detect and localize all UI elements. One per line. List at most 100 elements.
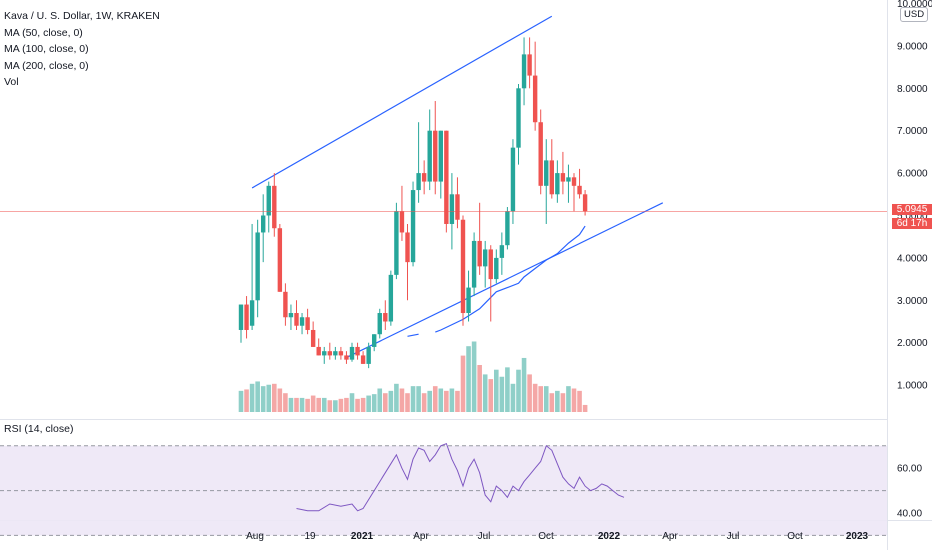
time-tick-label: 2021: [351, 531, 374, 542]
volume-bar: [260, 386, 266, 412]
candle-body: [477, 240, 482, 267]
volume-bar: [288, 397, 294, 412]
candle-body: [410, 190, 416, 263]
candle-body: [433, 130, 438, 182]
candle-body: [261, 215, 266, 233]
price-tick-label: 9.0000: [897, 41, 928, 52]
volume-bar: [416, 386, 421, 412]
volume-bar: [516, 369, 521, 412]
candle-body: [266, 185, 271, 216]
candle-body: [416, 173, 421, 191]
price-tick-label: 2.0000: [897, 338, 928, 349]
candle-body: [294, 313, 299, 326]
volume-bar: [399, 388, 405, 412]
chart-legend: Kava / U. S. Dollar, 1W, KRAKEN MA (50, …: [4, 8, 160, 91]
volume-bar: [360, 397, 366, 412]
candle-body: [255, 232, 260, 301]
candle-body: [338, 351, 344, 356]
volume-bar: [405, 393, 410, 412]
volume-bar: [394, 383, 399, 412]
volume-bar: [471, 341, 477, 412]
candle-body: [483, 249, 488, 267]
candle-body: [344, 355, 349, 360]
candle-body: [560, 173, 566, 182]
volume-bar: [255, 381, 260, 412]
candle-body: [244, 304, 249, 330]
price-axis[interactable]: 10.0000 9.0000 8.0000 7.0000 6.0000 5.0000 4.0…: [897, 0, 932, 392]
candle-body: [427, 130, 432, 182]
candle-body: [544, 160, 549, 186]
candle-body: [532, 75, 538, 123]
price-tick-label: 4.0000: [897, 253, 928, 264]
candle-body: [249, 300, 255, 326]
price-tick-label: 10.0000: [897, 0, 932, 10]
time-tick-label: Apr: [413, 531, 429, 542]
candle-body: [471, 240, 477, 288]
candle-body: [383, 313, 388, 322]
legend-ma100[interactable]: MA (100, close, 0): [4, 43, 89, 55]
volume-bar: [560, 393, 566, 412]
volume-bar: [327, 400, 333, 412]
candle-body: [372, 334, 377, 347]
legend-ma50[interactable]: MA (50, close, 0): [4, 26, 83, 39]
volume-bar: [249, 383, 255, 412]
candle-body: [388, 274, 394, 322]
time-tick-label: Oct: [538, 531, 554, 542]
lower-trend-line: [346, 202, 664, 359]
rsi-axis[interactable]: 60.00 40.00: [897, 464, 922, 520]
trend-lines: [251, 15, 664, 359]
legend-ma200[interactable]: MA (200, close, 0): [4, 59, 89, 72]
volume-bar: [244, 389, 249, 412]
time-axis[interactable]: Aug 19 2021 Apr Jul Oct 2022 Apr Jul Oct 2023: [246, 531, 868, 542]
candle-body: [444, 130, 449, 224]
candle-body: [277, 228, 283, 292]
volume-bars: [238, 341, 588, 412]
candle-body: [355, 346, 360, 356]
candle-body: [582, 194, 588, 212]
price-tick-label: 5.0000: [897, 211, 928, 222]
candle-body: [421, 173, 427, 182]
volume-bar: [455, 390, 460, 412]
candle-body: [499, 245, 505, 258]
candle-body: [327, 351, 332, 356]
price-tick-label: 8.0000: [897, 84, 928, 95]
time-tick-label: 19: [304, 531, 316, 542]
candle-body: [505, 211, 510, 246]
candle-body: [549, 160, 554, 195]
rsi-tick-label: 40.00: [897, 509, 922, 520]
volume-bar: [538, 386, 543, 412]
volume-bar: [571, 388, 577, 412]
volume-bar: [527, 374, 532, 412]
candle-body: [283, 291, 288, 318]
time-tick-label: Apr: [662, 531, 678, 542]
volume-bar: [266, 384, 272, 412]
candle-body: [305, 317, 310, 330]
legend-volume[interactable]: Vol: [4, 76, 19, 88]
candle-body: [310, 329, 316, 347]
volume-bar: [449, 388, 455, 412]
candle-body: [333, 351, 338, 356]
volume-bar: [277, 388, 283, 412]
rsi-legend[interactable]: RSI (14, close): [4, 423, 74, 435]
currency-button[interactable]: USD: [900, 7, 929, 22]
candlesticks: [238, 37, 588, 369]
candle-body: [516, 88, 521, 148]
volume-bar: [421, 393, 427, 412]
candle-body: [394, 211, 399, 275]
upper-trend-line: [251, 15, 553, 189]
time-tick-label: 2023: [846, 531, 869, 542]
candle-body: [555, 173, 560, 195]
price-tick-label: 7.0000: [897, 126, 928, 137]
volume-bar: [482, 374, 488, 412]
candle-body: [238, 304, 244, 330]
volume-bar: [510, 383, 516, 412]
volume-bar: [377, 388, 383, 412]
volume-bar: [316, 397, 321, 412]
time-tick-label: Oct: [787, 531, 803, 542]
price-tick-label: 3.0000: [897, 296, 928, 307]
moving-average-line: [435, 225, 586, 333]
volume-bar: [349, 393, 355, 412]
volume-bar: [532, 383, 538, 412]
symbol-title[interactable]: Kava / U. S. Dollar, 1W, KRAKEN: [4, 10, 160, 22]
